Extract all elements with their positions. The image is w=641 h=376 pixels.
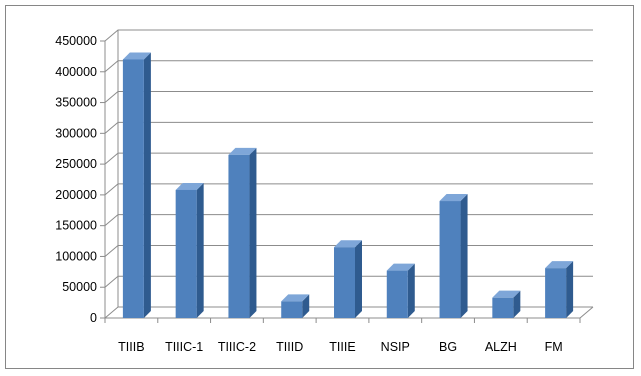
- y-tick-label: 450000: [55, 34, 97, 48]
- gridline: [104, 152, 593, 165]
- bar: [492, 297, 514, 318]
- y-tick-label: 250000: [55, 157, 97, 171]
- bar-side: [302, 294, 310, 318]
- bar-top: [386, 263, 415, 271]
- bar-top: [175, 182, 204, 190]
- bar: [545, 268, 567, 318]
- bar: [122, 59, 144, 318]
- gridline: [104, 29, 593, 42]
- chart-frame: [5, 5, 634, 369]
- bar-nsip: [386, 263, 415, 318]
- bar-side: [143, 52, 151, 318]
- x-category-label: FM: [545, 340, 563, 354]
- bar-side: [196, 182, 204, 318]
- bar-tiiic-1: [175, 182, 204, 318]
- bar-top: [334, 240, 362, 248]
- bar: [281, 301, 303, 318]
- bar-alzh: [492, 290, 521, 318]
- bar: [439, 201, 461, 318]
- y-tick-label: 400000: [55, 65, 97, 79]
- gridline: [104, 60, 593, 73]
- x-category-label: TIIIC-2: [218, 340, 256, 354]
- bar-top: [122, 52, 151, 60]
- bar-tiiic-2: [228, 147, 257, 318]
- x-category-label: ALZH: [485, 340, 517, 354]
- x-category-labels: TIIIB TIIIC-1 TIIIC-2 TIIID TIIIE NSIP BG ALZH F…: [118, 340, 562, 354]
- y-tick-label: 200000: [55, 188, 97, 202]
- x-category-label: TIIID: [276, 340, 303, 354]
- y-tick-label: 300000: [55, 126, 97, 140]
- y-tick-label: 150000: [55, 219, 97, 233]
- bar: [334, 247, 355, 318]
- bar-tiiie: [334, 240, 362, 318]
- bar: [386, 270, 408, 318]
- gridline: [104, 121, 593, 134]
- x-category-label: TIIIB: [118, 340, 144, 354]
- x-category-label: NSIP: [381, 340, 410, 354]
- y-tick-label: 350000: [55, 96, 97, 110]
- x-category-label: BG: [439, 340, 457, 354]
- y-tick-labels: 0 50000 100000 150000 200000 250000 300000 3500…: [55, 34, 97, 325]
- axes: [100, 30, 594, 323]
- bar-top: [228, 147, 257, 155]
- bar: [228, 154, 250, 318]
- bar-fm: [545, 261, 574, 318]
- gridline: [104, 91, 593, 103]
- x-category-label: TIIIC-1: [165, 340, 203, 354]
- bar-bg: [439, 194, 468, 318]
- bar-side: [566, 261, 574, 318]
- y-tick-label: 100000: [55, 249, 97, 263]
- y-tick-label: 0: [90, 311, 97, 325]
- bar: [175, 189, 197, 318]
- bars: [122, 52, 574, 318]
- bar-top: [545, 261, 574, 269]
- bar-top: [281, 294, 310, 302]
- bar-side: [460, 194, 468, 318]
- bar-side: [249, 147, 257, 318]
- bar-side: [513, 290, 521, 318]
- bar-side: [407, 263, 415, 318]
- bar-top: [492, 290, 521, 298]
- y-tick-label: 50000: [62, 280, 97, 294]
- bar-tiiid: [281, 294, 310, 318]
- bar-tiiib: [122, 52, 151, 318]
- bar-top: [439, 194, 468, 202]
- bar-side: [355, 240, 362, 318]
- x-category-label: TIIIE: [329, 340, 355, 354]
